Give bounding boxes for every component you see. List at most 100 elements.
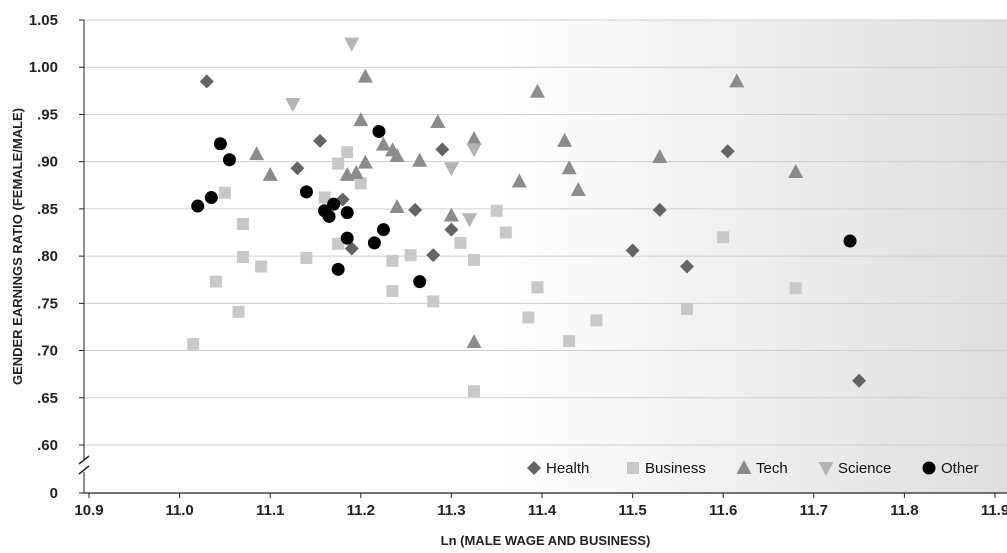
data-point-science [466,143,482,158]
y-tick-label-zero: 0 [50,485,58,502]
data-point-business [232,305,245,318]
data-point-other [322,209,336,223]
legend-marker-other [922,461,936,475]
series-business [187,146,802,398]
x-axis-title: Ln (MALE WAGE AND BUSINESS) [441,533,651,548]
data-point-business [318,191,331,204]
legend-label-health: Health [546,460,589,477]
data-point-other [843,234,857,248]
data-point-tech [511,173,527,188]
data-point-business [209,275,222,288]
data-point-business [680,303,693,315]
gridlines [84,19,1007,446]
x-tick-label: 11.1 [256,502,284,519]
data-point-science [285,98,301,113]
data-point-business [187,337,200,350]
y-tick-label: .60 [37,437,58,454]
data-point-health [444,222,459,237]
x-tick-label: 11.6 [709,502,737,519]
data-point-business [354,177,367,190]
data-point-tech [430,114,446,128]
axis-break-mark [78,455,90,465]
data-point-business [531,281,544,294]
data-points [187,37,867,398]
data-point-tech [557,132,573,147]
data-point-other [299,185,313,199]
x-tick-label: 11.4 [528,502,557,519]
x-tick-label: 11.3 [437,502,465,519]
data-point-tech [788,164,804,179]
y-tick-label: .80 [37,248,58,265]
data-point-business [427,295,440,308]
data-point-other [331,262,345,276]
data-point-tech [466,131,482,145]
legend-label-other: Other [941,460,979,477]
data-point-other [340,206,354,220]
data-point-other [213,137,227,151]
legend-label-business: Business [645,460,706,477]
y-tick-label: 1.05 [29,12,58,29]
data-point-business [300,252,313,264]
data-point-tech [357,154,373,169]
axis-break-mark [78,465,90,475]
data-point-tech [729,73,745,88]
data-point-science [344,37,360,52]
legend: Health Business Tech Science Other [527,460,979,477]
data-point-tech [389,199,405,213]
x-tick-label: 11.2 [347,502,375,519]
data-point-health [313,133,328,148]
y-tick-label: .70 [37,343,58,360]
data-point-business [590,314,603,327]
data-point-tech [529,83,545,98]
x-tick-label: 11.0 [165,502,193,519]
data-point-business [237,218,250,230]
data-point-business [386,285,399,298]
data-point-health [426,248,441,263]
series-tech [249,68,804,349]
data-point-business [332,237,345,250]
axes: 1.05 1.00 .95 .90 .85 .80 .75 .70 .65 .60 0 10.9 11.… [29,12,1007,519]
data-point-science [443,162,459,177]
data-point-health [625,243,640,258]
data-point-business [255,260,268,273]
data-point-health [408,202,423,217]
data-point-business [237,251,250,264]
data-point-other [372,124,386,138]
data-point-tech [561,160,577,175]
data-point-business [563,335,576,348]
series-science [285,37,482,228]
data-point-tech [353,112,369,127]
legend-label-tech: Tech [756,460,788,477]
data-point-health [344,241,359,256]
data-point-health [652,202,667,217]
data-point-other [367,236,381,250]
legend-marker-business [627,462,639,474]
legend-marker-tech [736,460,752,474]
x-tick-label: 11.7 [800,502,828,519]
y-tick-label: .95 [37,106,58,123]
data-point-health [435,142,450,157]
data-point-health [290,161,305,176]
data-point-science [462,213,478,228]
legend-label-science: Science [838,460,891,477]
y-tick-label: .85 [37,201,58,218]
data-point-tech [249,146,265,161]
y-axis-title: GENDER EARNINGS RATIO (FEMALE/MALE) [10,108,25,385]
data-point-health [679,259,694,274]
data-point-tech [570,182,586,196]
data-point-business [404,249,417,262]
data-point-tech [412,152,428,167]
data-point-business [499,226,512,239]
legend-marker-science [818,462,834,476]
data-point-tech [262,166,278,181]
data-point-business [454,236,467,249]
data-point-business [218,186,231,199]
series-health [199,74,867,388]
data-point-business [468,253,481,266]
data-point-tech [652,148,668,163]
x-tick-label: 10.9 [74,502,103,519]
x-tick-label: 11.5 [618,502,646,519]
data-point-tech [357,68,373,83]
data-point-other [340,231,354,245]
